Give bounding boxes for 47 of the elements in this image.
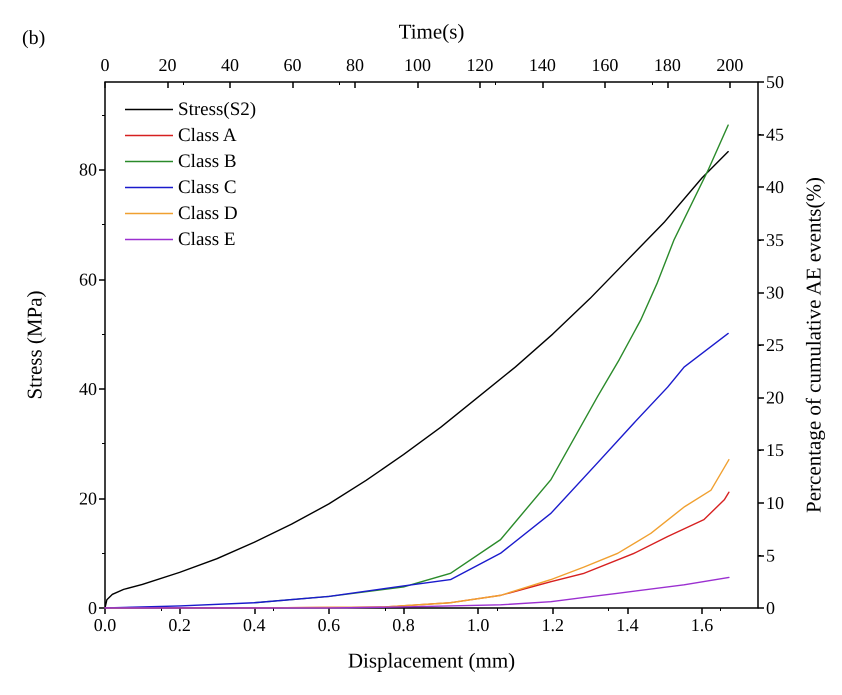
x-axis-title: Displacement (mm) [348,648,516,672]
y2-tick-label: 50 [766,72,784,92]
x-tick-label: 1.2 [542,615,564,635]
y-tick-label: 20 [79,488,97,508]
x2-tick-label: 100 [404,55,431,75]
x2-axis-title: Time(s) [398,20,464,44]
x2-tick-label: 80 [346,55,364,75]
text: (b) [22,27,46,49]
y2-axis-title: Percentage of cumulative AE events(%) [802,177,826,513]
y-tick-label: 80 [79,160,97,180]
x2-tick-label: 120 [466,55,494,75]
x-tick-label: 0.0 [94,615,116,635]
legend-label: Class A [178,125,237,146]
y2-tick-label: 45 [766,124,784,145]
x-tick-label: 0.4 [243,615,266,635]
x-tick-label: 0.8 [392,615,415,635]
x-tick-label: 1.0 [466,615,490,635]
y2-tick-label: 35 [766,230,784,250]
y2-tick-label: 15 [766,440,784,460]
legend-label: Class C [178,177,237,198]
y2-tick-label: 10 [766,492,784,513]
x2-tick-label: 40 [220,55,239,75]
legend-label: Stress(S2) [178,99,256,120]
y2-tick-label: 40 [766,177,784,198]
x2-tick-label: 60 [283,55,302,75]
x2-tick-label: 200 [716,55,744,75]
x2-tick-label: 180 [654,55,681,75]
x2-tick-label: 0 [100,55,110,75]
y2-tick-label: 20 [766,388,784,408]
x2-tick-label: 140 [528,55,556,75]
y-tick-label: 40 [79,378,97,399]
y-tick-label: 0 [88,598,97,618]
y2-tick-label: 25 [766,335,784,355]
y-axis-title: Stress (MPa) [22,290,46,400]
x-tick-label: 0.6 [318,615,340,635]
x-tick-label: 1.4 [616,615,639,635]
legend-label: Class B [178,151,237,172]
x2-tick-label: 20 [158,55,176,75]
y2-tick-label: 5 [766,545,775,566]
y2-tick-label: 0 [766,598,775,618]
x-tick-label: 1.6 [690,615,714,635]
x2-tick-label: 160 [591,55,618,75]
y2-tick-label: 30 [766,282,784,302]
legend-label: Class D [178,203,238,224]
legend-label: Class E [178,229,236,250]
y-tick-label: 60 [79,269,97,290]
x-tick-label: 0.2 [168,615,191,635]
